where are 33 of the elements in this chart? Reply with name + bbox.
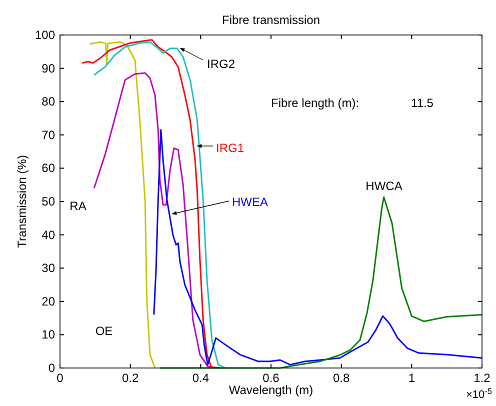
x-tick-label: 0.6 (262, 371, 280, 385)
x-tick-label: 1 (408, 371, 416, 385)
x-tick-label: 0.4 (192, 371, 210, 385)
y-tick-label: 20 (42, 294, 56, 308)
series-label: HWCA (366, 179, 402, 193)
series-label: IRG1 (216, 141, 244, 155)
line-series (89, 41, 156, 369)
chart-title: Fibre transmission (222, 13, 320, 27)
y-tick-label: 10 (42, 328, 56, 342)
y-tick-label: 70 (42, 128, 56, 142)
text: ×10$^{-5}$ (466, 386, 492, 401)
y-tick-label: 90 (42, 61, 56, 76)
text: OE (95, 324, 113, 338)
y-tick-label: 80 (42, 94, 56, 109)
annotation: 11.5 (411, 96, 434, 110)
x-tick-label: 1.2 (474, 371, 491, 385)
line-series (153, 129, 483, 366)
annotation: Fibre length (m): (271, 96, 360, 110)
x-tick-label: 0.2 (122, 371, 139, 385)
line-series (159, 196, 483, 369)
x-tick-label: 0 (56, 371, 64, 385)
x-axis-title: Wavelength (m) (228, 383, 314, 397)
y-tick-label: 60 (42, 161, 56, 176)
series-label: RA (70, 199, 86, 213)
y-tick-label: 40 (42, 228, 56, 242)
x-tick-label: 0.8 (332, 371, 350, 385)
y-tick-label: 50 (42, 194, 56, 208)
y-tick-label: 30 (42, 261, 56, 276)
y-axis-title: Transmission (%) (15, 155, 29, 248)
y-tick-label: 0 (48, 361, 56, 375)
text: HWEA (232, 195, 268, 209)
y-tick-label: 100 (34, 28, 56, 42)
series-label: IRG2 (207, 57, 236, 71)
